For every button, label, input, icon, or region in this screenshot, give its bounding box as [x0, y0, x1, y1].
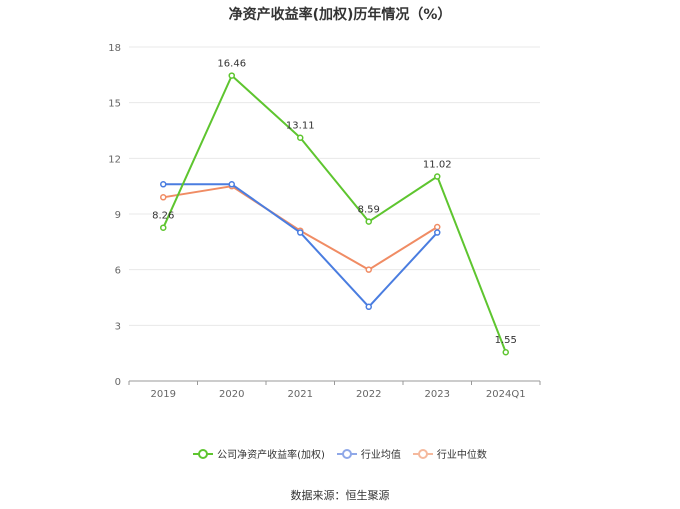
chart-title: 净资产收益率(加权)历年情况（%）	[228, 7, 452, 23]
y-tick-label: 12	[108, 154, 121, 165]
data-point-series-2	[434, 223, 441, 231]
legend-marker-company-roe	[193, 448, 214, 459]
data-label: 8.26	[152, 211, 174, 222]
data-point-series-2	[365, 266, 372, 273]
data-point-series-1	[365, 303, 372, 311]
data-label: 8.59	[358, 205, 380, 216]
data-point-series-0	[160, 224, 167, 231]
chart-legend: 公司净资产收益率(加权) 行业均值 行业中位数	[0, 446, 680, 461]
data-point-series-0	[365, 218, 372, 225]
y-tick-label: 3	[115, 321, 121, 332]
legend-item-industry-mean[interactable]: 行业均值	[336, 446, 401, 461]
data-label: 11.02	[423, 160, 452, 171]
legend-marker-industry-median	[412, 448, 433, 459]
data-source: 数据来源：恒生聚源	[290, 489, 390, 502]
y-tick-label: 0	[115, 377, 121, 388]
data-point-series-1	[160, 181, 167, 188]
data-label: 16.46	[217, 59, 246, 70]
series-line-0	[162, 74, 507, 353]
x-tick-label: 2020	[219, 389, 244, 400]
data-point-series-0	[297, 134, 304, 141]
legend-marker-industry-mean	[336, 448, 357, 459]
y-tick-label: 6	[115, 266, 121, 277]
legend-label-industry-mean: 行业均值	[360, 450, 401, 461]
data-point-series-1	[228, 181, 235, 188]
x-tick-label: 2022	[356, 389, 381, 400]
x-tick-label: 2023	[425, 389, 450, 400]
data-point-series-1	[297, 229, 304, 236]
x-tick-label: 2019	[151, 389, 176, 400]
data-label: 13.11	[286, 121, 315, 132]
x-tick-label: 2024Q1	[486, 389, 526, 400]
data-point-series-2	[160, 194, 167, 201]
data-point-series-1	[434, 229, 441, 236]
legend-label-company-roe: 公司净资产收益率(加权)	[217, 450, 325, 461]
legend-item-company-roe[interactable]: 公司净资产收益率(加权)	[193, 446, 325, 461]
y-tick-label: 9	[115, 210, 121, 221]
y-tick-label: 15	[108, 99, 121, 110]
legend-item-industry-median[interactable]: 行业中位数	[412, 446, 487, 461]
x-tick-label: 2021	[288, 389, 313, 400]
data-point-series-0	[434, 173, 441, 180]
data-point-series-0	[502, 348, 509, 356]
y-tick-label: 18	[108, 43, 121, 54]
line-chart: 0 3 6 9 12 15 18 2019 2020 2021 2022 2023 2024Q1 8.26…	[108, 43, 541, 400]
legend-label-industry-median: 行业中位数	[436, 450, 487, 461]
data-label: 1.55	[495, 335, 517, 346]
data-point-series-0	[228, 72, 235, 79]
